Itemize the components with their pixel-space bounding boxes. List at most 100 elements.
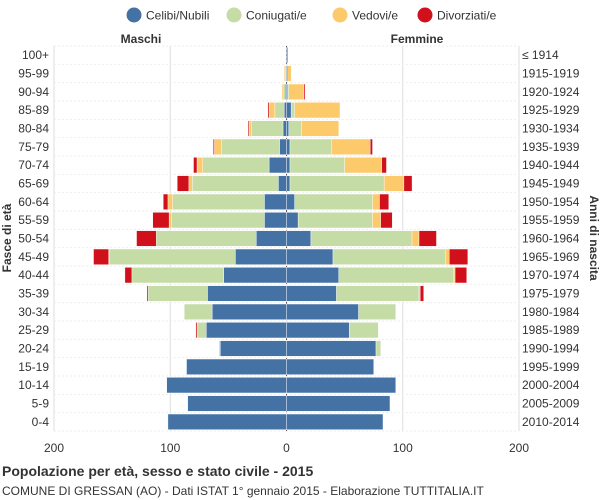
bar-male-celibi-nubili bbox=[206, 322, 287, 339]
bar-male-coniugati bbox=[274, 102, 285, 119]
bar-male-celibi-nubili bbox=[166, 377, 287, 394]
legend-swatch bbox=[417, 7, 433, 23]
bar-female-divorziati bbox=[419, 285, 424, 302]
bar-female-celibi-nubili bbox=[286, 377, 396, 394]
birth-year-label: 1990-1994 bbox=[522, 342, 580, 356]
birth-year-label: 2010-2014 bbox=[522, 415, 580, 429]
bar-male-celibi-nubili bbox=[256, 230, 287, 247]
bar-female-vedovi bbox=[383, 175, 405, 192]
bar-female-celibi-nubili bbox=[286, 303, 359, 320]
age-group-label: 95-99 bbox=[18, 67, 49, 81]
x-tick-label: 0 bbox=[283, 441, 290, 455]
age-group-label: 70-74 bbox=[18, 158, 49, 172]
age-group-label: 55-59 bbox=[18, 213, 49, 227]
bar-female-celibi-nubili bbox=[286, 340, 377, 357]
legend-swatch bbox=[332, 7, 348, 23]
bar-female-coniugati bbox=[338, 267, 455, 284]
bar-male-coniugati bbox=[202, 157, 270, 174]
bar-male-coniugati bbox=[131, 267, 224, 284]
birth-year-label: 1915-1919 bbox=[522, 67, 580, 81]
bar-female-coniugati bbox=[297, 212, 373, 229]
age-group-label: 40-44 bbox=[18, 268, 49, 282]
bar-male-divorziati bbox=[136, 230, 157, 247]
bar-female-vedovi bbox=[411, 230, 420, 247]
bar-female-celibi-nubili bbox=[286, 267, 340, 284]
bar-male-coniugati bbox=[156, 230, 257, 247]
bar-female-celibi-nubili bbox=[286, 395, 391, 412]
bar-male-celibi-nubili bbox=[223, 267, 287, 284]
chart-subtitle: COMUNE DI GRESSAN (AO) - Dati ISTAT 1° g… bbox=[2, 484, 484, 498]
bar-female-coniugati bbox=[358, 303, 396, 320]
bar-female-celibi-nubili bbox=[286, 193, 295, 210]
bar-female-divorziati bbox=[370, 138, 373, 155]
age-group-label: 85-89 bbox=[18, 103, 49, 117]
legend-label: Celibi/Nubili bbox=[146, 9, 209, 23]
bar-male-celibi-nubili bbox=[167, 413, 287, 430]
bar-female-vedovi bbox=[294, 102, 341, 119]
bar-male-divorziati bbox=[247, 120, 250, 137]
birth-year-label: 2005-2009 bbox=[522, 397, 580, 411]
bar-female-coniugati bbox=[289, 157, 345, 174]
bar-male-coniugati bbox=[196, 322, 207, 339]
bar-male-celibi-nubili bbox=[211, 303, 287, 320]
bar-male-divorziati bbox=[267, 102, 270, 119]
birth-year-label: ≤ 1914 bbox=[522, 48, 559, 62]
age-group-label: 20-24 bbox=[18, 342, 49, 356]
bar-female-coniugati bbox=[310, 230, 413, 247]
bar-male-divorziati bbox=[124, 267, 133, 284]
bar-male-divorziati bbox=[93, 248, 109, 265]
axis-labels: Maschi Femmine 100+ ≤ 1914 95-99 1915-1919 90-… bbox=[0, 32, 600, 455]
age-group-label: 35-39 bbox=[18, 287, 49, 301]
bar-male-coniugati bbox=[251, 120, 284, 137]
legend-swatch bbox=[126, 7, 142, 23]
bar-male-celibi-nubili bbox=[235, 248, 287, 265]
bar-male-vedovi bbox=[168, 212, 172, 229]
bar-male-coniugati bbox=[218, 340, 221, 357]
age-group-label: 80-84 bbox=[18, 122, 49, 136]
bar-male-celibi-nubili bbox=[278, 175, 287, 192]
bar-male-celibi-nubili bbox=[268, 157, 287, 174]
bar-male-coniugati bbox=[172, 193, 265, 210]
bar-female-coniugati bbox=[288, 120, 302, 137]
bar-female-divorziati bbox=[303, 83, 306, 100]
bar-male-celibi-nubili bbox=[187, 395, 287, 412]
legend-swatch bbox=[226, 7, 242, 23]
bar-male-vedovi bbox=[214, 138, 222, 155]
bar-female-divorziati bbox=[403, 175, 413, 192]
x-tick-label: 100 bbox=[393, 441, 413, 455]
birth-year-label: 1950-1954 bbox=[522, 195, 580, 209]
bar-male-celibi-nubili bbox=[220, 340, 287, 357]
bar-female-divorziati bbox=[454, 267, 467, 284]
bar-male-coniugati bbox=[147, 285, 208, 302]
bar-female-vedovi bbox=[331, 138, 371, 155]
bar-female-vedovi bbox=[344, 157, 383, 174]
bar-male-coniugati bbox=[282, 83, 286, 100]
females-header: Femmine bbox=[391, 32, 444, 46]
age-group-label: 50-54 bbox=[18, 232, 49, 246]
bar-female-celibi-nubili bbox=[286, 212, 299, 229]
bar-female-celibi-nubili bbox=[286, 285, 337, 302]
birth-year-label: 1965-1969 bbox=[522, 250, 580, 264]
birth-year-label: 1925-1929 bbox=[522, 103, 580, 117]
age-group-label: 100+ bbox=[22, 48, 49, 62]
age-group-label: 90-94 bbox=[18, 85, 49, 99]
bar-female-celibi-nubili bbox=[286, 230, 312, 247]
bar-male-divorziati bbox=[177, 175, 190, 192]
birth-year-label: 1985-1989 bbox=[522, 323, 580, 337]
bar-male-vedovi bbox=[283, 65, 286, 82]
bar-female-divorziati bbox=[381, 157, 387, 174]
birth-year-label: 2000-2004 bbox=[522, 378, 580, 392]
bar-female-celibi-nubili bbox=[286, 322, 350, 339]
age-group-label: 0-4 bbox=[32, 415, 50, 429]
bar-female-celibi-nubili bbox=[286, 413, 384, 430]
bar-female-coniugati bbox=[336, 285, 420, 302]
bar-male-divorziati bbox=[213, 138, 215, 155]
bar-male-coniugati bbox=[109, 248, 236, 265]
age-group-label: 5-9 bbox=[32, 397, 50, 411]
bar-female-divorziati bbox=[418, 230, 437, 247]
bar-female-vedovi bbox=[372, 212, 381, 229]
bar-male-coniugati bbox=[221, 138, 280, 155]
age-group-label: 15-19 bbox=[18, 360, 49, 374]
grid bbox=[53, 45, 520, 432]
